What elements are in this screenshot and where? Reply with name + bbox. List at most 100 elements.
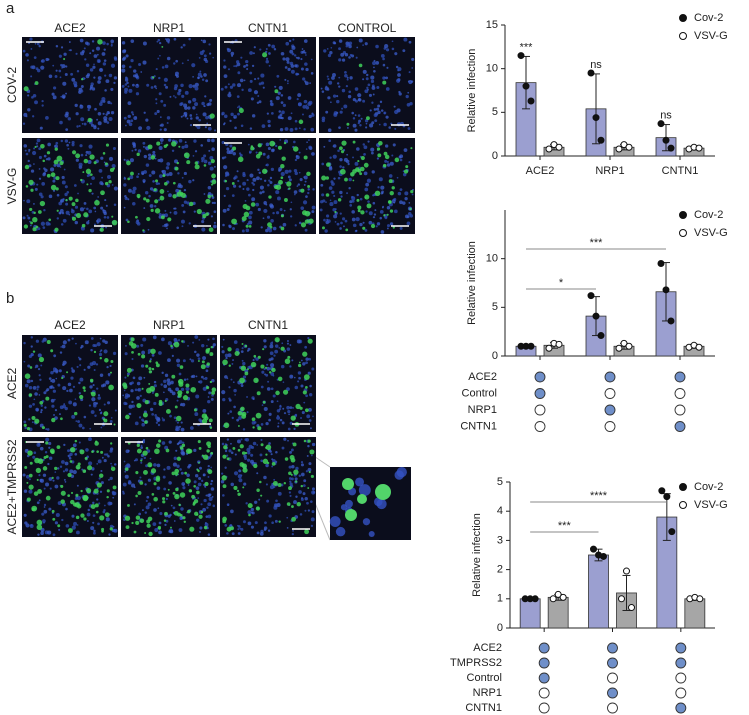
infected-cell xyxy=(184,471,188,475)
infected-cell xyxy=(237,425,240,427)
nucleus xyxy=(232,227,235,231)
nucleus xyxy=(173,210,178,215)
infected-cell xyxy=(206,441,212,447)
infected-cell xyxy=(72,502,78,507)
nucleus xyxy=(104,74,107,77)
nucleus xyxy=(311,152,315,156)
nucleus xyxy=(224,466,227,469)
micrograph xyxy=(220,37,316,133)
nucleus xyxy=(132,144,136,148)
infected-cell xyxy=(340,168,346,175)
nucleus xyxy=(260,73,265,78)
nucleus xyxy=(87,508,91,512)
nucleus xyxy=(124,90,128,94)
nucleus xyxy=(308,357,312,361)
legend-label: Cov-2 xyxy=(694,209,723,221)
nucleus xyxy=(294,477,298,481)
infected-cell xyxy=(172,491,176,495)
nucleus xyxy=(182,441,185,444)
nucleus xyxy=(379,216,383,220)
infected-cell xyxy=(50,450,55,455)
nucleus xyxy=(256,531,260,535)
nucleus xyxy=(377,104,381,108)
nucleus xyxy=(193,210,196,213)
panel-label: a xyxy=(6,0,15,17)
infected-cell xyxy=(31,507,35,512)
infected-cell xyxy=(127,503,130,507)
nucleus xyxy=(385,48,390,52)
micrograph xyxy=(220,138,316,234)
infected-cell xyxy=(165,143,169,147)
nucleus xyxy=(333,214,338,219)
nucleus xyxy=(36,145,39,148)
nucleus xyxy=(192,97,197,102)
nucleus xyxy=(105,226,107,229)
nucleus xyxy=(42,521,46,524)
infected-cell xyxy=(156,443,161,448)
nucleus xyxy=(307,509,311,512)
nucleus xyxy=(338,126,341,129)
nucleus xyxy=(36,68,41,73)
infected-cell xyxy=(100,450,104,454)
nucleus xyxy=(363,171,368,176)
nucleus xyxy=(40,65,45,70)
nucleus xyxy=(229,524,232,527)
nucleus xyxy=(246,222,250,226)
nucleus xyxy=(179,184,183,189)
nucleus xyxy=(255,357,259,361)
nucleus xyxy=(290,69,295,74)
nucleus xyxy=(305,361,308,365)
infected-cell xyxy=(185,478,191,484)
infected-cell xyxy=(280,214,284,218)
condition-marker xyxy=(604,421,616,432)
nucleus xyxy=(167,341,172,346)
nucleus xyxy=(399,226,403,230)
infected-cell xyxy=(352,179,355,182)
infected-cell xyxy=(187,509,191,514)
nucleus xyxy=(64,406,68,411)
nucleus xyxy=(110,43,113,46)
nucleus xyxy=(181,176,184,179)
infected-cell xyxy=(291,516,297,522)
nucleus xyxy=(321,118,325,123)
nucleus xyxy=(142,41,147,46)
nucleus xyxy=(301,113,304,116)
infected-cell xyxy=(56,209,59,212)
nucleus xyxy=(97,196,99,198)
nucleus xyxy=(179,468,182,471)
infected-cell xyxy=(175,415,182,422)
nucleus xyxy=(85,41,89,45)
nucleus xyxy=(378,177,383,182)
nucleus xyxy=(230,509,234,514)
nucleus xyxy=(173,86,178,91)
nucleus xyxy=(33,398,36,401)
nucleus xyxy=(338,58,342,62)
infected-cell xyxy=(86,183,89,186)
infected-cell xyxy=(210,451,214,455)
nucleus xyxy=(153,463,157,467)
nucleus xyxy=(132,186,137,191)
nucleus xyxy=(88,461,93,466)
nucleus xyxy=(52,533,56,537)
nucleus xyxy=(188,84,193,89)
infected-cell xyxy=(29,366,33,369)
nucleus xyxy=(399,200,403,205)
nucleus xyxy=(180,421,183,424)
nucleus xyxy=(279,139,281,141)
infected-cell xyxy=(143,469,148,475)
nucleus xyxy=(106,121,110,124)
nucleus xyxy=(110,63,116,68)
nucleus xyxy=(358,484,371,497)
nucleus xyxy=(203,54,207,58)
nucleus xyxy=(97,394,101,397)
infected-cell xyxy=(86,487,92,494)
nucleus xyxy=(291,533,294,536)
nucleus xyxy=(81,123,84,125)
nucleus xyxy=(67,147,70,150)
nucleus xyxy=(228,204,232,208)
infected-cell xyxy=(63,57,66,61)
infected-cell xyxy=(54,227,59,232)
infected-cell xyxy=(95,510,99,514)
nucleus xyxy=(171,149,175,153)
nucleus xyxy=(178,425,181,428)
